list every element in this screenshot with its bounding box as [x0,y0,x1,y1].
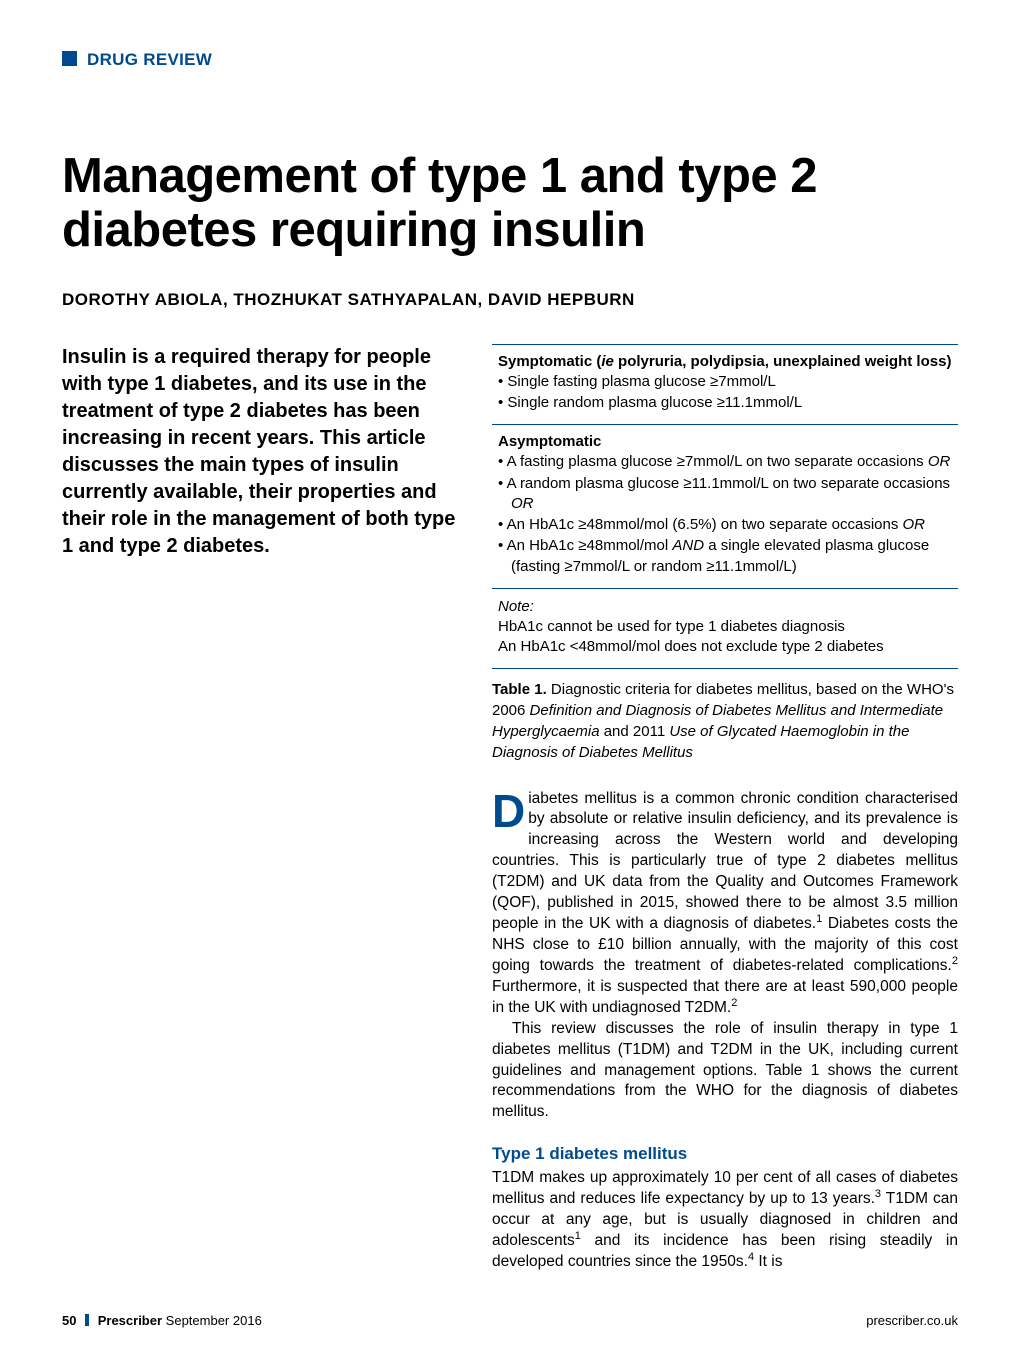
paragraph-1: Diabetes mellitus is a common chronic co… [492,789,958,1019]
caption-text: and 2011 [600,723,670,740]
heading-prefix: Symptomatic ( [498,353,601,370]
paragraph-3: T1DM makes up approximately 10 per cent … [492,1168,958,1273]
heading-italic: ie [601,353,614,370]
asymptomatic-list: A fasting plasma glucose ≥7mmol/L on two… [498,452,952,577]
table-note: Note: HbA1c cannot be used for type 1 di… [492,588,958,669]
paragraph-2: This review discusses the role of insuli… [492,1019,958,1124]
body-text: Diabetes mellitus is a common chronic co… [492,789,958,1273]
table-symptomatic: Symptomatic (ie polyruria, polydipsia, u… [492,344,958,425]
right-column: Symptomatic (ie polyruria, polydipsia, u… [492,344,958,1273]
asymptomatic-heading: Asymptomatic [498,433,952,450]
note-label: Note: [498,597,952,617]
footer-url: prescriber.co.uk [866,1313,958,1328]
list-item: A random plasma glucose ≥11.1mmol/L on t… [498,474,952,515]
page: DRUG REVIEW Management of type 1 and typ… [0,0,1020,1368]
symptomatic-list: Single fasting plasma glucose ≥7mmol/L S… [498,372,952,414]
standfirst: Insulin is a required therapy for people… [62,344,462,560]
para-text: Furthermore, it is suspected that there … [492,978,958,1016]
table-1-box: Symptomatic (ie polyruria, polydipsia, u… [492,344,958,669]
para-text: It is [754,1253,782,1270]
table-1-caption: Table 1. Diagnostic criteria for diabete… [492,679,958,763]
footer-left: 50 Prescriber September 2016 [62,1313,262,1328]
list-item: Single fasting plasma glucose ≥7mmol/L [498,372,952,392]
list-item: An HbA1c ≥48mmol/mol (6.5%) on two separ… [498,515,952,535]
left-column: Insulin is a required therapy for people… [62,344,462,1273]
two-column-layout: Insulin is a required therapy for people… [62,344,958,1273]
authors: DOROTHY ABIOLA, THOZHUKAT SATHYAPALAN, D… [62,290,958,310]
list-item: Single random plasma glucose ≥11.1mmol/L [498,393,952,413]
subhead-t1dm: Type 1 diabetes mellitus [492,1143,958,1166]
ref-2: 2 [731,997,737,1009]
symptomatic-heading: Symptomatic (ie polyruria, polydipsia, u… [498,353,952,370]
section-label: DRUG REVIEW [62,50,958,70]
para-text: iabetes mellitus is a common chronic con… [492,790,958,933]
heading-suffix: polyruria, polydipsia, unexplained weigh… [614,353,952,370]
note-line: HbA1c cannot be used for type 1 diabetes… [498,617,952,637]
ref-2: 2 [952,955,958,967]
dropcap: D [492,789,528,831]
note-line: An HbA1c <48mmol/mol does not exclude ty… [498,637,952,657]
header-section: DRUG REVIEW [62,50,958,70]
page-title: Management of type 1 and type 2 diabetes… [62,150,958,258]
table-asymptomatic: Asymptomatic A fasting plasma glucose ≥7… [492,424,958,588]
list-item: An HbA1c ≥48mmol/mol AND a single elevat… [498,536,952,577]
caption-bold: Table 1. [492,681,547,698]
issue-date: September 2016 [166,1313,262,1328]
page-footer: 50 Prescriber September 2016 prescriber.… [62,1313,958,1328]
footer-divider-icon [85,1314,89,1326]
page-number: 50 [62,1313,76,1328]
journal-name: Prescriber [98,1313,162,1328]
list-item: A fasting plasma glucose ≥7mmol/L on two… [498,452,952,472]
